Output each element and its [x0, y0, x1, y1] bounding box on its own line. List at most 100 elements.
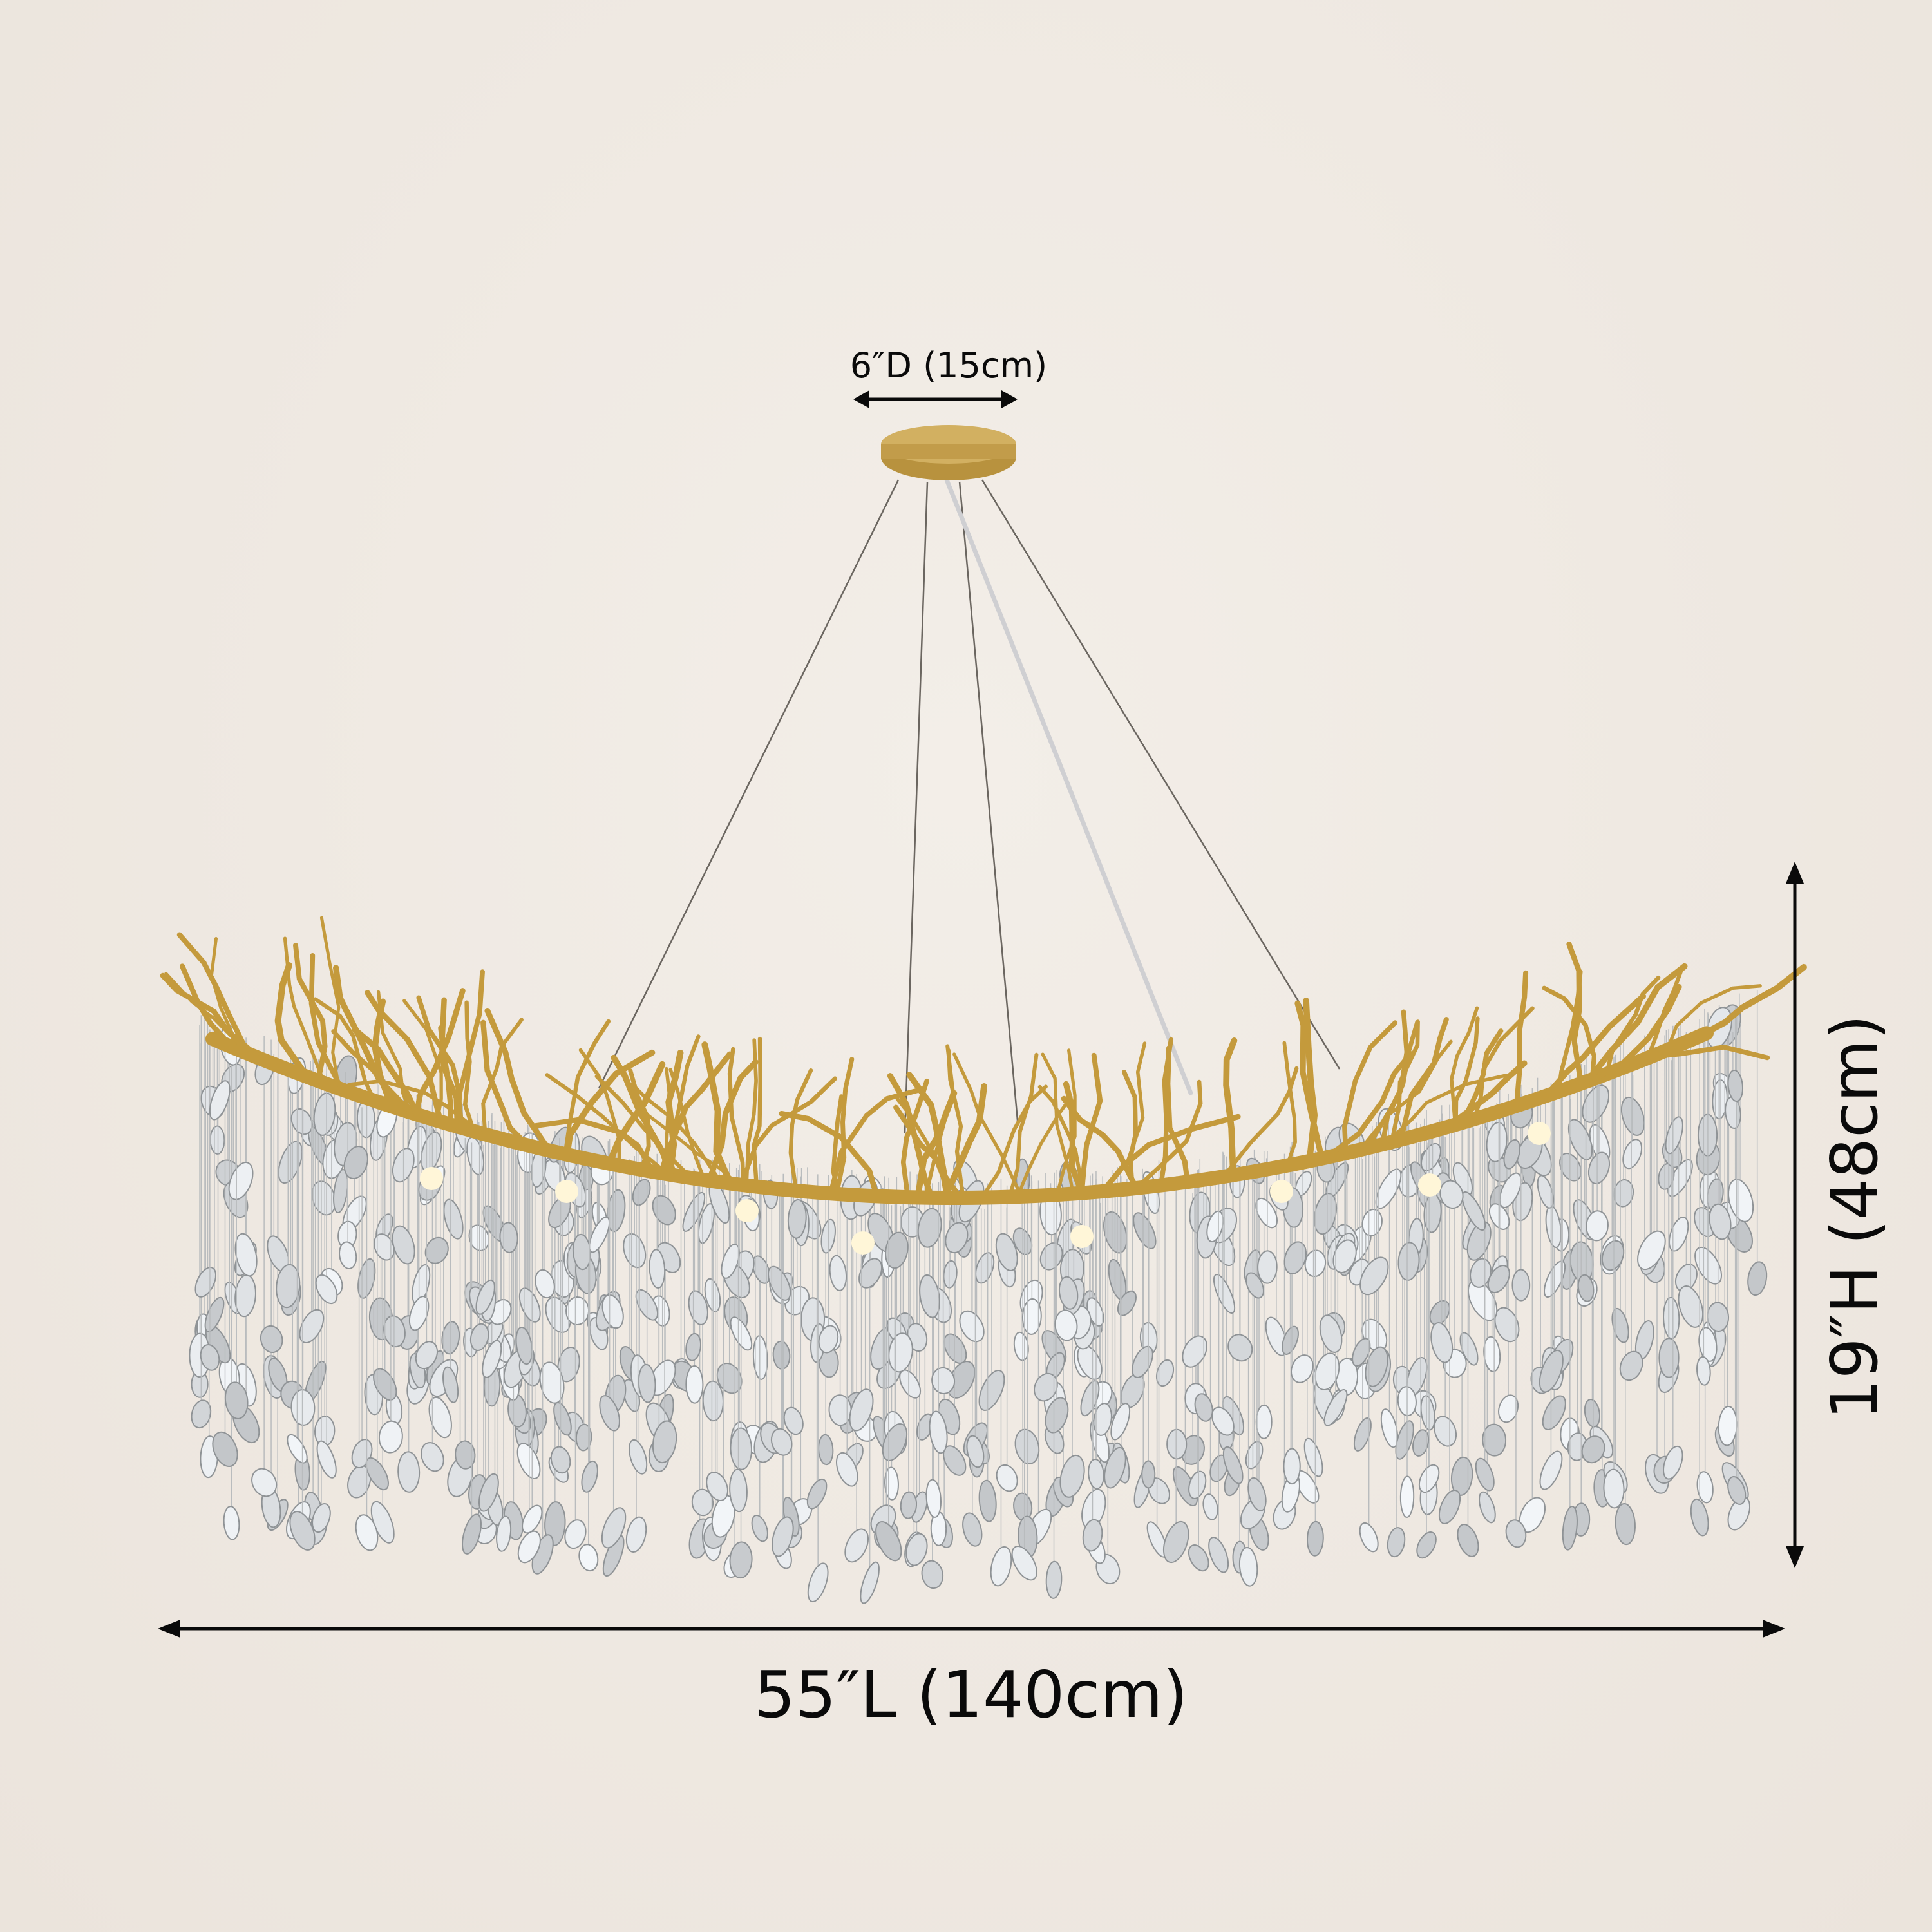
crystal [212, 1431, 238, 1467]
crystal [589, 1216, 611, 1253]
crystal [729, 1541, 753, 1579]
crystal [1503, 1139, 1520, 1170]
crystal [316, 1440, 337, 1479]
branch [594, 1074, 694, 1180]
branch [941, 1083, 988, 1201]
crystal [929, 1410, 948, 1454]
crystal [1511, 1269, 1531, 1302]
canopy-dimension-arrow [853, 390, 1018, 408]
crystal [1206, 1210, 1224, 1243]
crystal [931, 1367, 956, 1394]
branch [831, 1094, 844, 1197]
crystal [1434, 1416, 1457, 1447]
crystal [905, 1533, 928, 1566]
crystal [224, 1381, 249, 1419]
height-dimension-arrow [1786, 862, 1804, 1568]
crystal [276, 1264, 301, 1309]
crystal [1291, 1354, 1314, 1383]
crystal [1307, 1520, 1324, 1557]
branch [923, 1044, 955, 1200]
branch [1007, 1052, 1039, 1199]
crystal [1238, 1547, 1258, 1587]
branch [352, 1026, 421, 1118]
branch [1665, 984, 1762, 1052]
crystal [1093, 1403, 1112, 1436]
bulb [555, 1180, 578, 1203]
crystal [1255, 1197, 1278, 1229]
crystal [1438, 1490, 1461, 1524]
crystal [1227, 1334, 1253, 1362]
crystal [289, 1511, 316, 1551]
crystal [209, 1125, 225, 1155]
branch [319, 916, 341, 1090]
crystal [685, 1365, 704, 1404]
bulb [1418, 1173, 1441, 1197]
crystal [1461, 1191, 1486, 1231]
crystal [209, 1080, 231, 1121]
crystal [499, 1222, 518, 1253]
crystal [1034, 1372, 1058, 1402]
crystal [565, 1296, 590, 1325]
branch [209, 937, 251, 1056]
crystal [1359, 1522, 1379, 1553]
crystal [752, 1255, 770, 1284]
crystal [1696, 1471, 1714, 1504]
crystal [1211, 1406, 1235, 1436]
crystal [339, 1241, 357, 1270]
crystal [966, 1435, 985, 1468]
crystal [652, 1195, 676, 1226]
crystal [1747, 1261, 1768, 1296]
branch [1543, 993, 1646, 1099]
branch [1342, 1020, 1398, 1156]
crystal [313, 1092, 336, 1136]
crystal [1430, 1322, 1454, 1363]
crystal [1718, 1405, 1738, 1446]
branch [1223, 1037, 1238, 1179]
length-dimension-arrow [158, 1620, 1785, 1638]
crystal [945, 1222, 969, 1254]
crystal [200, 1343, 220, 1371]
branch [701, 1041, 734, 1187]
crystal [1247, 1477, 1267, 1511]
crystal [1188, 1470, 1207, 1499]
branch [481, 1018, 524, 1137]
crystal [415, 1341, 439, 1370]
crystal [442, 1366, 459, 1403]
crystal [849, 1388, 874, 1432]
branch [752, 1036, 762, 1189]
branch [331, 1029, 418, 1117]
crystal [535, 1269, 555, 1299]
crystal [462, 1513, 482, 1555]
crystal [1045, 1397, 1069, 1434]
branch [545, 1073, 670, 1177]
crystal [1054, 1309, 1078, 1341]
crystal [290, 1108, 313, 1135]
crystal [1479, 1491, 1496, 1524]
crystal [1353, 1417, 1372, 1452]
crystal [1494, 1307, 1520, 1343]
crystal [1399, 1475, 1415, 1518]
crystal [365, 1457, 389, 1491]
crystal [1188, 1544, 1209, 1572]
crystal [1637, 1230, 1666, 1271]
branch [313, 997, 377, 1103]
branch [895, 1097, 949, 1200]
branch [1079, 1052, 1103, 1196]
height-label: 19″H (48cm) [1817, 1014, 1892, 1420]
crystal [860, 1561, 880, 1604]
crystal [443, 1198, 464, 1240]
crystal [978, 1479, 997, 1522]
crystal [1132, 1345, 1153, 1378]
crystal [1475, 1457, 1495, 1492]
crystal [421, 1442, 444, 1472]
branch [1221, 1066, 1299, 1179]
crystal [787, 1199, 807, 1239]
branch [176, 932, 251, 1057]
crystal [1620, 1096, 1645, 1136]
crystal [652, 1420, 677, 1464]
crystal [343, 1146, 368, 1180]
suspension-wires [598, 478, 1341, 1134]
crystal [1182, 1335, 1208, 1368]
branch [744, 1038, 758, 1188]
